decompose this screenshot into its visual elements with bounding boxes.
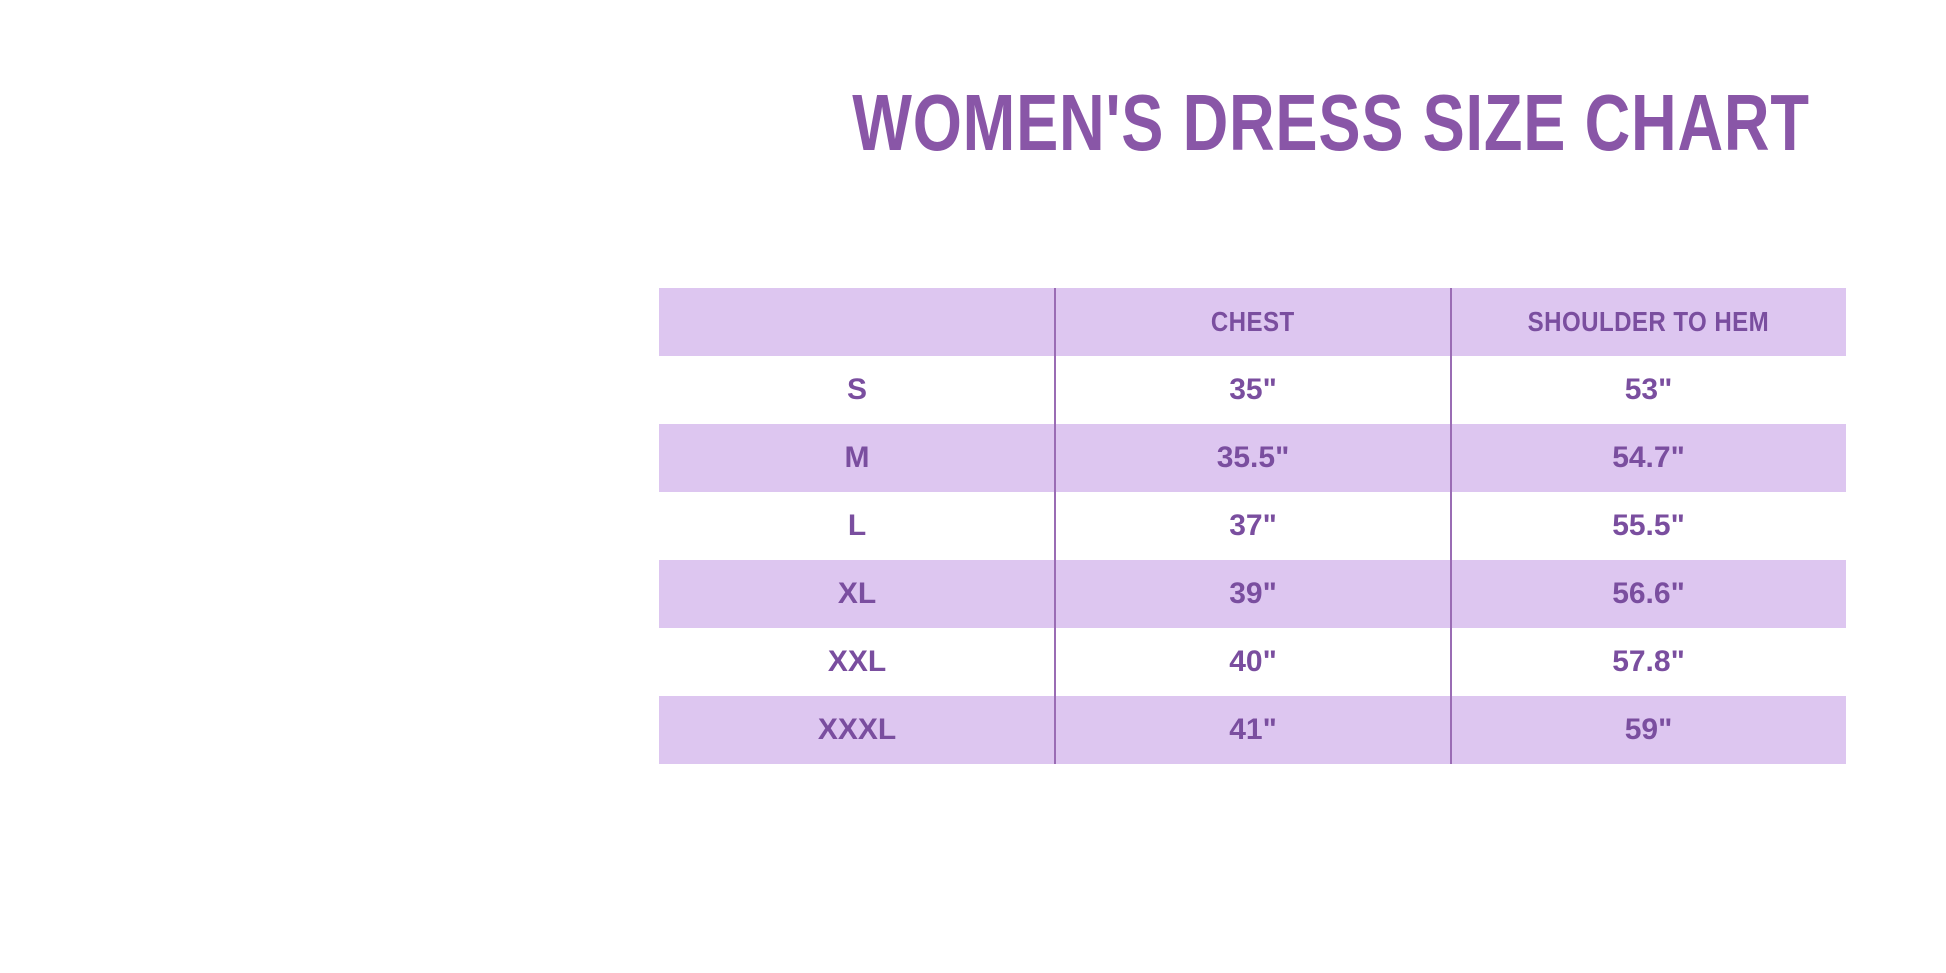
- chest-cell: 37": [1229, 509, 1277, 542]
- table-row-xl: XL 39" 56.6": [659, 560, 1846, 628]
- column-divider: [1054, 288, 1056, 764]
- chest-cell: 41": [1229, 713, 1277, 746]
- table-row-l: L 37" 55.5": [659, 492, 1846, 560]
- header-cell-chest: CHEST: [1211, 306, 1295, 337]
- size-cell: XXXL: [817, 713, 897, 746]
- shoulder-to-hem-cell: 56.6": [1612, 577, 1685, 610]
- size-cell: XL: [837, 577, 877, 610]
- shoulder-to-hem-cell: 57.8": [1612, 645, 1685, 678]
- size-cell: XXL: [827, 645, 887, 678]
- shoulder-to-hem-cell: 54.7": [1612, 441, 1685, 474]
- shoulder-to-hem-cell: 55.5": [1612, 509, 1685, 542]
- table-row-xxxl: XXXL 41" 59": [659, 696, 1846, 764]
- table-row-m: M 35.5" 54.7": [659, 424, 1846, 492]
- table-header-row: CHEST SHOULDER TO HEM: [659, 288, 1846, 356]
- size-cell: M: [844, 441, 870, 474]
- chest-cell: 35.5": [1216, 441, 1290, 474]
- header-cell-shoulder-to-hem: SHOULDER TO HEM: [1527, 306, 1770, 337]
- chest-cell: 40": [1229, 645, 1277, 678]
- size-cell: S: [846, 373, 867, 406]
- column-divider: [1450, 288, 1452, 764]
- page-title-text: WOMEN'S DRESS SIZE CHART: [852, 78, 1810, 167]
- table-row-s: S 35" 53": [659, 356, 1846, 424]
- header-cell-size: [659, 288, 1055, 356]
- shoulder-to-hem-cell: 59": [1624, 713, 1673, 746]
- page-title: WOMEN'S DRESS SIZE CHART: [725, 83, 1809, 163]
- shoulder-to-hem-cell: 53": [1624, 373, 1673, 406]
- size-chart-table: CHEST SHOULDER TO HEM S 35" 53" M 35.5" …: [659, 288, 1846, 764]
- size-cell: L: [847, 509, 867, 542]
- chest-cell: 39": [1229, 577, 1277, 610]
- chest-cell: 35": [1229, 373, 1277, 406]
- table-row-xxl: XXL 40" 57.8": [659, 628, 1846, 696]
